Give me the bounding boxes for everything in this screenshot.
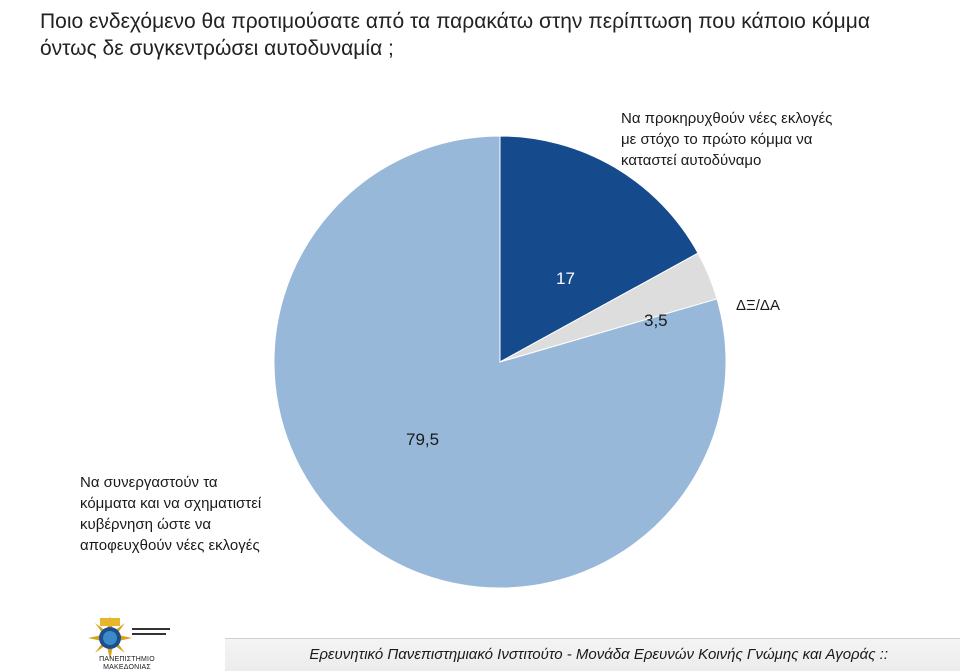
footer-text: Ερευνητικό Πανεπιστημιακό Ινστιτούτο - Μ… [309, 646, 888, 663]
pie-slice-coalition [273, 135, 727, 589]
university-logo [88, 616, 170, 660]
footer-bar [225, 638, 960, 671]
legend-label-new-elections: Να προκηρυχθούν νέες εκλογές με στόχο το… [621, 110, 833, 169]
legend-label-coalition: Να συνεργαστούν τα κόμματα και να σχηματ… [80, 474, 262, 554]
legend-label-dk-na: ΔΞ/ΔΑ [736, 297, 780, 314]
chart-title: Ποιο ενδεχόμενο θα προτιμούσατε από τα π… [40, 10, 870, 60]
pie-chart [273, 135, 727, 589]
logo-text: ΠΑΝΕΠΙΣΤΗΜΙΟ ΜΑΚΕΔΟΝΙΑΣ [99, 656, 155, 671]
value-label-new-elections: 17 [556, 269, 575, 288]
value-label-coalition: 79,5 [406, 430, 440, 449]
pie-slice-new-elections [499, 135, 699, 363]
value-label-dk-na: 3,5 [644, 311, 668, 330]
